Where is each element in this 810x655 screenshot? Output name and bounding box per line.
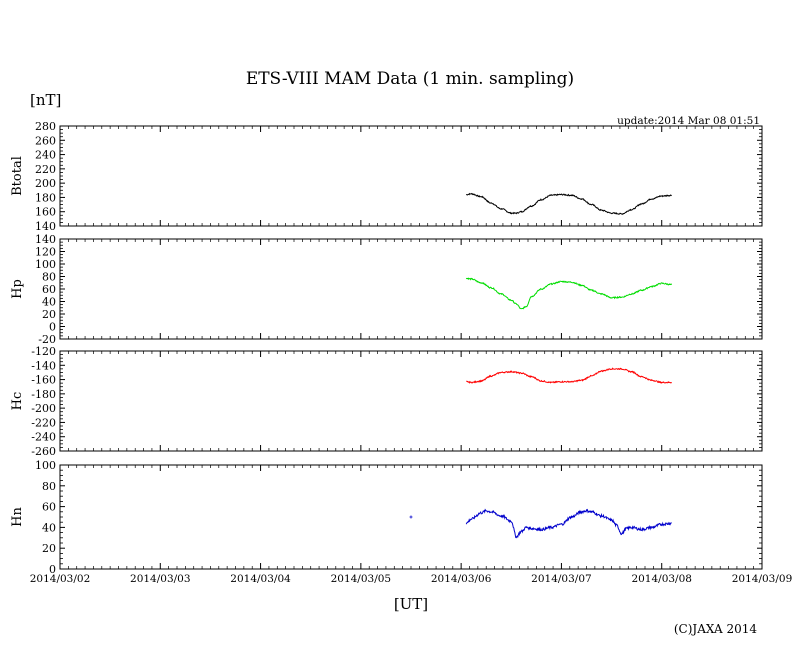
copyright: (C)JAXA 2014 [674,622,758,636]
y-tick-label: 80 [42,271,56,284]
y-tick-label: 280 [35,120,56,133]
x-tick-labels: 2014/03/02 2014/03/03 2014/03/04 2014/03/05… [30,573,793,585]
series-line-hn [465,508,672,539]
y-tick-label: 120 [35,246,56,259]
y-tick-label: 80 [42,480,56,493]
y-tick-label: 200 [35,177,56,190]
y-tick-label: 100 [35,459,56,472]
y-tick-label: 40 [42,296,56,309]
y-tick-label: 60 [42,283,56,296]
y-tick-label: 180 [35,191,56,204]
y-tick-label: 240 [35,149,56,162]
x-tick-label: 2014/03/07 [531,573,592,585]
y-tick-label: 100 [35,258,56,271]
series-line-hc [466,367,673,384]
x-axis-label: [UT] [394,595,428,613]
panel-hc: -260-240 -220-200-180-160 -140-120 Hc [10,345,763,458]
unit-label: [nT] [30,91,61,109]
update-text: update:2014 Mar 08 01:51 [617,115,760,127]
chart-title: ETS-VIII MAM Data (1 min. sampling) [246,69,574,89]
y-axis-label-hn: Hn [10,507,25,527]
y-tick-label: 260 [35,134,56,147]
x-tick-label: 2014/03/03 [130,573,191,585]
y-tick-label: -240 [31,431,56,444]
y-axis-label-hc: Hc [10,392,25,411]
panel-hn: 0 20 40 60 80 100 Hn [10,459,763,576]
y-tick-label: 0 [49,321,56,334]
x-tick-label: 2014/03/08 [631,573,692,585]
y-tick-label: -140 [31,359,56,372]
y-tick-label: 160 [35,206,56,219]
y-tick-label: 0 [49,563,56,576]
panel-frame [59,350,763,452]
y-tick-label: -20 [38,333,56,346]
y-axis-label-btotal: Btotal [10,156,25,196]
outlier-point-hn [409,515,413,519]
y-tick-label: 20 [42,542,56,555]
x-tick-label: 2014/03/04 [230,573,291,585]
y-tick-label: -120 [31,345,56,358]
y-tick-label: -180 [31,388,56,401]
y-tick-label: 140 [35,233,56,246]
y-tick-label: 140 [35,220,56,233]
x-tick-label: 2014/03/09 [732,573,793,585]
y-tick-label: 220 [35,163,56,176]
panel-frame [59,125,763,227]
y-tick-label: 20 [42,308,56,321]
y-tick-label: 40 [42,521,56,534]
panels: 140160180200220240260280Btotal-200204060… [10,120,763,576]
y-tick-label: 60 [42,501,56,514]
series-line-hp [465,277,673,310]
y-tick-label: -200 [31,402,56,415]
series-line-btotal [466,192,672,216]
y-axis-label-hp: Hp [10,279,25,299]
y-tick-label: -220 [31,416,56,429]
y-tick-label: -160 [31,374,56,387]
y-tick-label: -260 [31,445,56,458]
x-tick-label: 2014/03/06 [431,573,492,585]
x-tick-label: 2014/03/05 [331,573,392,585]
x-tick-label: 2014/03/02 [30,573,91,585]
panel-frame [59,238,763,340]
